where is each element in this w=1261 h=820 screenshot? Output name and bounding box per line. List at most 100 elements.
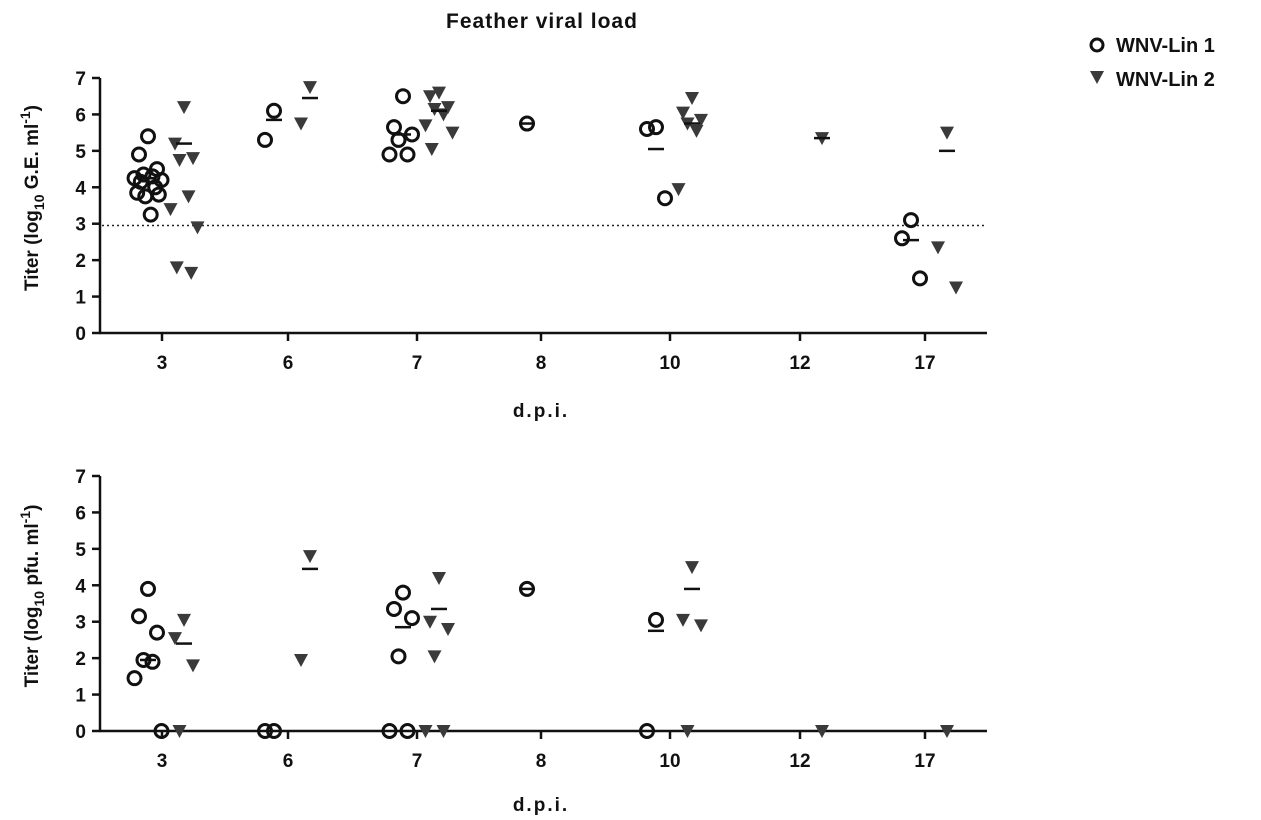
lin2-data-point [689, 124, 704, 138]
lin2-data-point [181, 190, 196, 204]
x-tick-label: 12 [789, 751, 810, 772]
lin2-data-point [676, 613, 690, 627]
lin1-data-point [153, 723, 170, 739]
lin2-data-point [303, 81, 317, 95]
lin2-data-point [949, 281, 963, 295]
lin2-data-point [427, 102, 442, 116]
lin2-data-point [694, 113, 708, 127]
lin1-data-point [657, 190, 673, 207]
lin1-data-point [257, 723, 273, 739]
lin2-data-point [169, 261, 184, 275]
lin2-data-point [190, 221, 205, 235]
lin1-data-point [131, 608, 147, 625]
x-tick-label: 8 [536, 751, 547, 772]
lin2-data-point [685, 561, 699, 575]
lin1-data-point [894, 230, 910, 247]
legend: WNV-Lin 1 WNV-Lin 2 [1089, 35, 1215, 91]
lin1-data-point [386, 119, 402, 136]
lin1-data-point [266, 102, 282, 119]
lin2-data-point [177, 613, 191, 627]
legend-label-lin2: WNV-Lin 2 [1116, 69, 1215, 91]
lin2-data-point [432, 86, 446, 100]
lin2-data-point [186, 152, 200, 166]
x-tick-label: 6 [283, 353, 294, 374]
legend-marker-lin1 [1089, 37, 1105, 53]
x-tick-label: 6 [283, 751, 294, 772]
x-tick-label: 7 [412, 751, 423, 772]
y-tick-label: 1 [75, 686, 86, 707]
lin1-data-point [129, 184, 146, 201]
lin2-data-point [436, 725, 451, 738]
x-tick-label: 7 [412, 353, 423, 374]
y-tick-label: 3 [75, 215, 86, 236]
y-tick-label: 2 [75, 251, 86, 272]
lin2-data-point [172, 725, 187, 738]
lin1-data-point [257, 131, 273, 148]
y-tick-label: 1 [75, 288, 86, 309]
lin1-data-point [395, 88, 411, 105]
y-tick-label: 7 [75, 467, 86, 488]
lin2-data-point [172, 153, 187, 167]
lin1-data-point [381, 723, 398, 739]
lin2-data-point [685, 92, 699, 106]
lin2-data-point [303, 550, 317, 564]
legend-label-lin1: WNV-Lin 1 [1116, 35, 1215, 57]
lin2-data-point [184, 266, 199, 280]
y-tick-label: 6 [75, 503, 86, 524]
x-tick-label: 17 [914, 751, 935, 772]
lin1-data-point [144, 653, 161, 670]
lin2-data-point [940, 126, 954, 140]
lin2-data-point [168, 137, 182, 151]
lin1-data-point [126, 670, 143, 687]
lin2-data-point [163, 203, 178, 217]
lin2-data-point [186, 659, 200, 673]
lin2-data-point [441, 101, 455, 115]
y-tick-label: 5 [75, 142, 86, 163]
y-tick-label: 4 [75, 576, 86, 597]
y-tick-label: 7 [75, 69, 86, 90]
legend-marker-lin2 [1090, 71, 1104, 84]
lin2-data-point [168, 632, 182, 646]
lin2-data-point [680, 725, 695, 738]
lin2-data-point [432, 572, 446, 585]
lin1-data-point [648, 611, 664, 628]
figure-title: Feather viral load [446, 10, 638, 33]
lin2-data-point [815, 725, 829, 738]
x-tick-label: 10 [659, 353, 680, 374]
lin2-data-point [694, 619, 708, 633]
x-axis-label: d.p.i. [513, 795, 569, 816]
lin2-data-point [445, 126, 460, 140]
y-tick-label: 6 [75, 105, 86, 126]
x-tick-label: 17 [914, 353, 935, 374]
lin2-data-point [418, 725, 433, 738]
y-tick-label: 4 [75, 178, 86, 199]
lin1-data-point [386, 600, 402, 617]
y-tick-label: 2 [75, 649, 86, 670]
y-tick-label: 0 [75, 324, 86, 345]
lin2-data-point [931, 241, 945, 255]
lin1-data-point [399, 723, 416, 739]
lin1-data-point [639, 723, 655, 739]
lin2-data-point [940, 725, 954, 738]
lin2-data-point [676, 106, 690, 120]
lin2-data-point [441, 623, 455, 636]
lin2-data-point [671, 183, 686, 197]
lin1-data-point [639, 121, 655, 137]
x-tick-label: 12 [789, 353, 810, 374]
lin1-data-point [903, 212, 919, 229]
lin1-data-point [390, 648, 407, 665]
y-tick-label: 3 [75, 613, 86, 634]
lin2-data-point [294, 117, 308, 131]
lin2-data-point [424, 143, 439, 157]
lin2-data-point [177, 101, 191, 115]
lin1-data-point [142, 206, 159, 223]
lin2-data-point [418, 119, 433, 133]
lin1-data-point [912, 270, 928, 287]
y-tick-label: 5 [75, 540, 86, 561]
lin1-data-point [149, 624, 165, 641]
x-axis-label: d.p.i. [513, 401, 569, 422]
lin2-data-point [423, 615, 437, 629]
